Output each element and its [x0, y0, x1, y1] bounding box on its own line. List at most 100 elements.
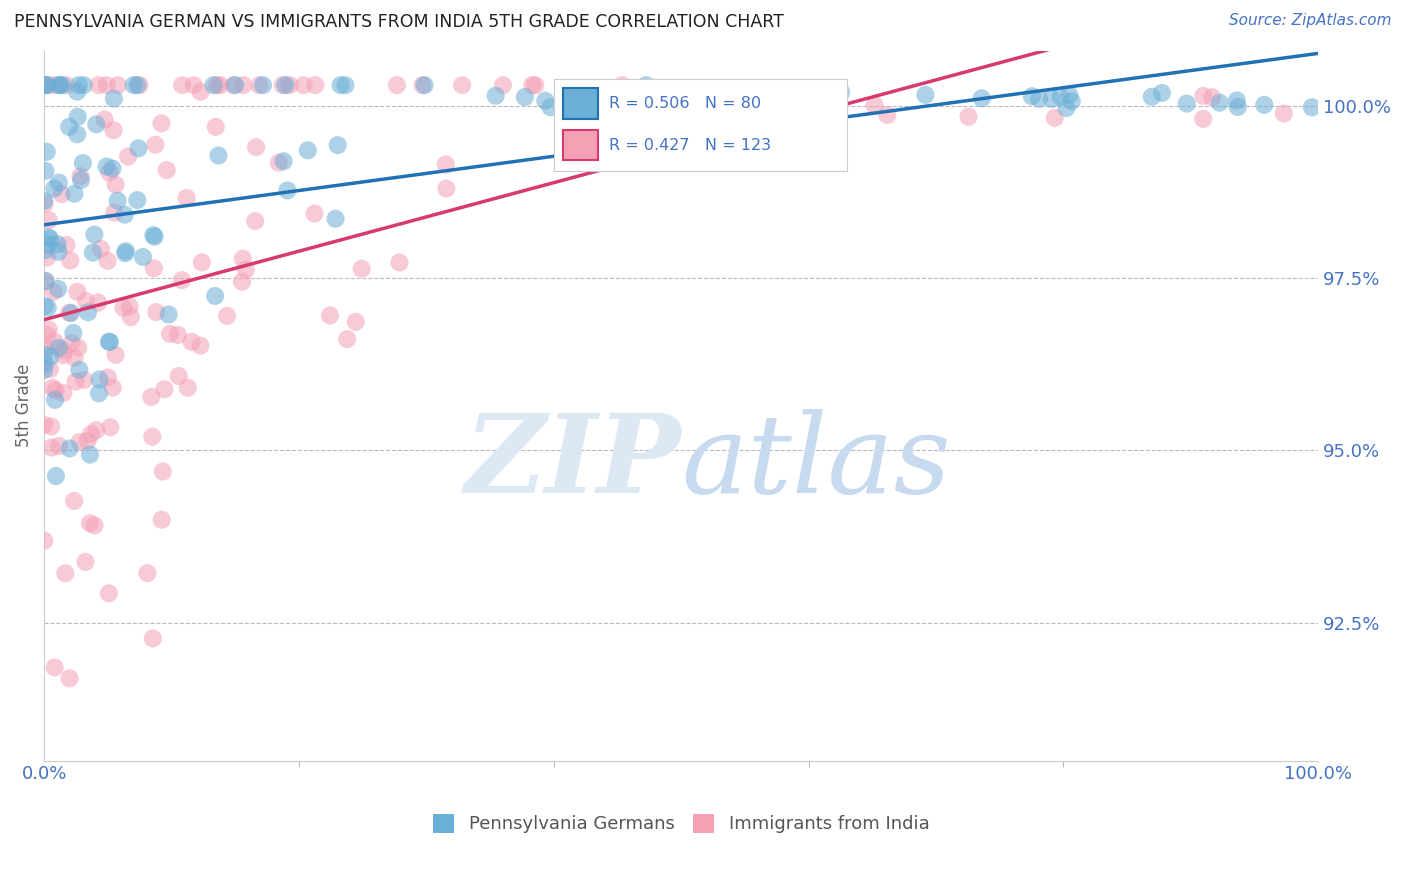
Point	[42, 285, 65, 299]
Point	[127, 78, 149, 92]
Point	[245, 140, 267, 154]
Point	[65, 375, 87, 389]
Point	[127, 141, 149, 155]
Point	[235, 262, 257, 277]
Point	[58, 306, 80, 320]
Point	[385, 78, 408, 92]
Legend: Pennsylvania Germans, Immigrants from India: Pennsylvania Germans, Immigrants from In…	[423, 805, 939, 842]
Point	[49, 78, 72, 92]
Point	[830, 85, 852, 99]
Point	[534, 94, 557, 108]
Point	[38, 237, 60, 252]
Point	[93, 112, 115, 127]
Point	[66, 285, 89, 299]
Point	[103, 123, 125, 137]
Point	[79, 448, 101, 462]
Point	[1049, 90, 1071, 104]
Point	[34, 340, 56, 354]
Point	[273, 154, 295, 169]
Point	[67, 363, 90, 377]
Point	[1192, 89, 1215, 103]
Point	[1253, 98, 1275, 112]
Point	[1175, 96, 1198, 111]
Point	[274, 78, 297, 92]
Point	[177, 381, 200, 395]
Point	[1150, 86, 1173, 100]
Point	[69, 434, 91, 449]
Point	[66, 85, 89, 99]
Point	[336, 332, 359, 346]
Point	[1201, 90, 1223, 104]
Point	[232, 252, 254, 266]
Point	[612, 78, 634, 92]
Point	[112, 301, 135, 315]
Point	[51, 78, 73, 92]
Point	[98, 334, 121, 349]
Point	[48, 176, 70, 190]
Text: Source: ZipAtlas.com: Source: ZipAtlas.com	[1229, 13, 1392, 29]
Point	[513, 90, 536, 104]
Point	[132, 250, 155, 264]
Point	[76, 434, 98, 448]
Point	[231, 275, 253, 289]
Point	[957, 110, 980, 124]
Point	[48, 439, 70, 453]
Point	[114, 208, 136, 222]
Point	[118, 300, 141, 314]
Point	[1043, 111, 1066, 125]
Point	[62, 326, 84, 340]
Point	[434, 157, 457, 171]
Point	[388, 255, 411, 269]
Point	[142, 632, 165, 646]
Point	[51, 187, 73, 202]
Point	[87, 295, 110, 310]
Point	[66, 128, 89, 142]
Point	[70, 173, 93, 187]
Point	[522, 78, 544, 92]
Point	[34, 164, 56, 178]
Point	[67, 341, 90, 355]
Point	[41, 441, 63, 455]
Point	[59, 306, 82, 320]
Text: atlas: atlas	[681, 409, 950, 516]
Point	[48, 341, 70, 355]
Point	[45, 469, 67, 483]
Point	[150, 513, 173, 527]
Point	[485, 88, 508, 103]
Point	[107, 78, 129, 92]
Point	[122, 78, 145, 92]
Point	[699, 99, 721, 113]
Point	[141, 390, 163, 404]
Point	[44, 384, 66, 398]
Point	[350, 261, 373, 276]
Point	[538, 100, 561, 114]
Text: ZIP: ZIP	[464, 409, 681, 516]
Point	[166, 327, 188, 342]
Point	[1226, 100, 1249, 114]
Point	[63, 351, 86, 365]
Point	[145, 137, 167, 152]
Point	[1060, 95, 1083, 109]
Point	[876, 108, 898, 122]
Point	[96, 78, 118, 92]
Point	[524, 78, 547, 92]
Point	[145, 305, 167, 319]
Point	[34, 357, 56, 371]
Point	[32, 417, 55, 432]
Point	[52, 343, 75, 358]
Point	[82, 245, 104, 260]
Point	[167, 369, 190, 384]
Point	[278, 78, 301, 92]
Point	[718, 90, 741, 104]
Point	[103, 92, 125, 106]
Point	[44, 392, 66, 407]
Point	[451, 78, 474, 92]
Point	[492, 78, 515, 92]
Point	[34, 197, 56, 211]
Point	[66, 110, 89, 124]
Point	[103, 205, 125, 219]
Point	[34, 78, 56, 92]
Point	[37, 301, 59, 315]
Point	[37, 328, 59, 343]
Point	[276, 183, 298, 197]
